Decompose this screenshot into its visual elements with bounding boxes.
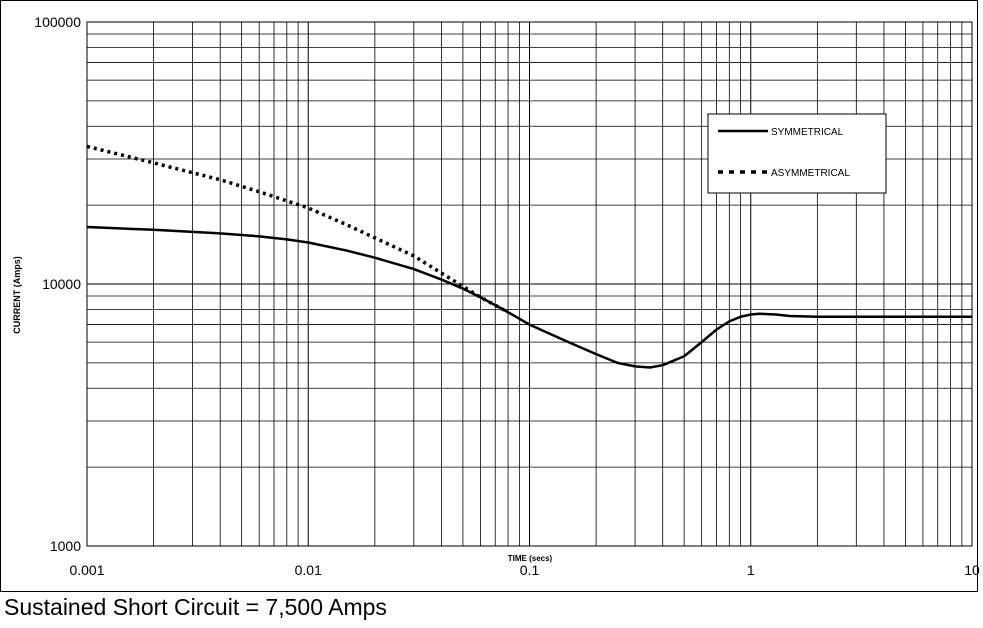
y-tick-label: 100000 (34, 14, 81, 30)
axis-tick-labels: 0.001 0.01 0.1 1 10 1000 10000 100000 (34, 14, 980, 578)
legend-box (707, 113, 887, 194)
y-tick-label: 1000 (50, 538, 81, 554)
x-tick-label: 1 (747, 562, 755, 578)
legend-label-asymmetrical: ASYMMETRICAL (771, 168, 850, 179)
legend: SYMMETRICAL ASYMMETRICAL (707, 113, 887, 194)
series-line-asymmetrical (86, 144, 509, 314)
x-axis-label: TIME (secs) (508, 554, 553, 563)
chart-frame (0, 0, 978, 592)
sustained-short-circuit-note: Sustained Short Circuit = 7,500 Amps (4, 594, 387, 620)
x-tick-label: 0.01 (295, 562, 322, 578)
x-tick-label: 0.001 (69, 562, 104, 578)
x-tick-label: 0.1 (520, 562, 540, 578)
grid-lines (86, 22, 972, 547)
y-axis-label: CURRENT (Amps) (12, 256, 22, 334)
current-decrement-chart: 0.001 0.01 0.1 1 10 1000 10000 100000 TIME (sec… (12, 14, 980, 578)
series-line-symmetrical (86, 225, 972, 369)
series-layer (86, 144, 972, 369)
y-tick-label: 10000 (42, 276, 81, 292)
plot-area (86, 21, 973, 547)
legend-label-symmetrical: SYMMETRICAL (771, 127, 844, 138)
x-tick-label: 10 (964, 562, 980, 578)
